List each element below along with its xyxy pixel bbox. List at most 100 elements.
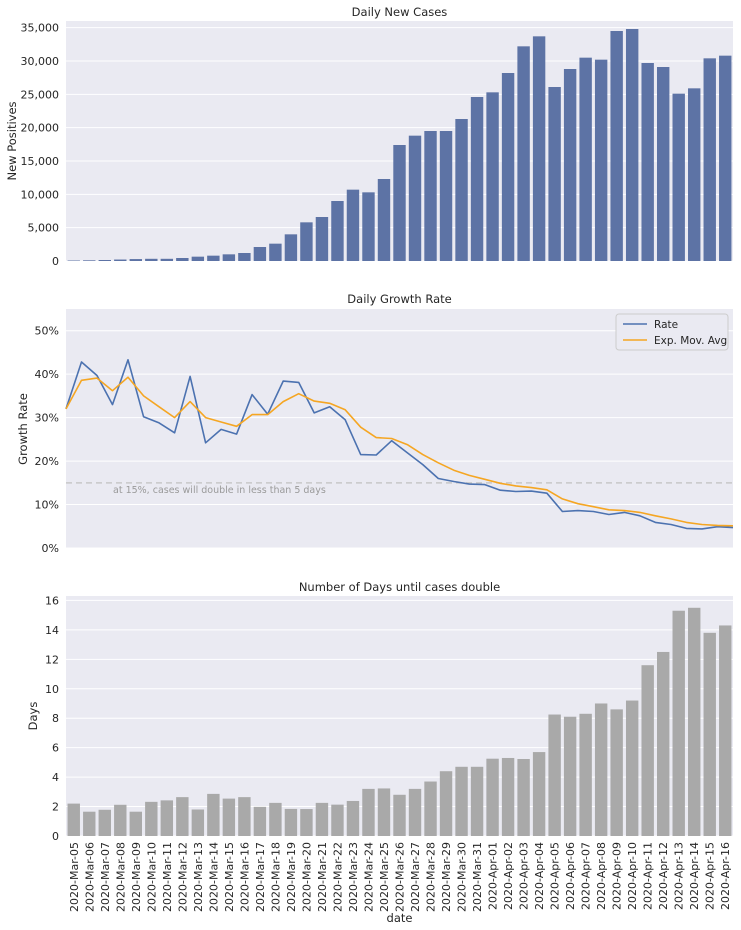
x-tick-label: 2020-Mar-09 — [130, 842, 143, 912]
date-x-ticks: 2020-Mar-05 2020-Mar-06 2020-Mar-07 2020-Ma… — [68, 842, 732, 912]
bar — [98, 260, 111, 261]
bar — [393, 794, 406, 836]
y-tick-label: 20,000 — [21, 122, 60, 135]
x-tick-label: 2020-Apr-01 — [487, 842, 500, 910]
bar — [532, 36, 546, 262]
legend-box — [615, 313, 729, 351]
bar — [284, 808, 298, 836]
new-cases-y-axis-label: New Positives — [5, 101, 19, 180]
bar — [129, 259, 143, 261]
x-tick-label: 2020-Mar-24 — [362, 842, 375, 912]
x-tick-label: 2020-Mar-10 — [145, 842, 158, 912]
legend-label-rate: Rate — [654, 319, 678, 331]
x-tick-label: 2020-Mar-07 — [99, 842, 112, 912]
bar — [703, 58, 716, 262]
new-cases-y-ticks: 0 5,000 10,000 15,000 20,000 25,000 30,000 35,0… — [21, 22, 60, 268]
bar — [563, 716, 577, 836]
x-tick-label: 2020-Apr-16 — [719, 842, 732, 910]
bar — [594, 59, 608, 261]
x-tick-label: 2020-Mar-30 — [456, 842, 469, 912]
y-tick-label: 50% — [35, 325, 59, 338]
legend-label-ema: Exp. Mov. Avg — [654, 335, 727, 347]
x-tick-label: 2020-Mar-17 — [254, 842, 267, 912]
doubling-days-y-axis-label: Days — [26, 702, 40, 731]
bar — [346, 800, 360, 836]
bar — [408, 788, 422, 836]
bar — [548, 714, 561, 836]
x-tick-label: 2020-Apr-02 — [502, 842, 515, 910]
bar — [610, 31, 623, 261]
x-tick-label: 2020-Apr-11 — [642, 842, 655, 910]
x-tick-label: 2020-Mar-06 — [83, 842, 96, 912]
bar — [439, 131, 453, 261]
bar — [331, 201, 344, 261]
bar — [470, 766, 484, 836]
bar — [222, 798, 236, 836]
y-tick-label: 0 — [52, 255, 59, 268]
bar — [269, 243, 282, 261]
y-tick-label: 15,000 — [21, 155, 60, 168]
y-tick-label: 20% — [35, 455, 59, 468]
y-tick-label: 40% — [35, 368, 59, 381]
x-tick-label: 2020-Mar-05 — [68, 842, 81, 912]
x-tick-label: 2020-Apr-15 — [704, 842, 717, 910]
doubling-days-title: Number of Days until cases double — [299, 580, 500, 594]
bar — [253, 247, 267, 261]
bar — [284, 234, 298, 261]
bar — [191, 256, 205, 261]
growth-rate-legend: Rate Exp. Mov. Avg — [615, 313, 729, 351]
y-tick-label: 30,000 — [21, 55, 60, 68]
doubling-days-y-ticks: 0 2 4 6 8 10 12 14 16 — [45, 594, 59, 843]
bar — [300, 809, 313, 836]
bar — [408, 135, 422, 261]
bar — [470, 97, 484, 261]
bar — [160, 800, 174, 836]
bar — [377, 788, 391, 836]
bar — [207, 793, 220, 836]
x-tick-label: 2020-Mar-19 — [285, 842, 298, 912]
y-tick-label: 10,000 — [21, 188, 60, 201]
x-tick-label: 2020-Apr-07 — [580, 842, 593, 910]
x-tick-label: 2020-Mar-08 — [114, 842, 127, 912]
x-tick-label: 2020-Mar-14 — [207, 842, 220, 912]
x-tick-label: 2020-Mar-13 — [192, 842, 205, 912]
y-tick-label: 10 — [45, 683, 59, 696]
new-cases-panel: 0 5,000 10,000 15,000 20,000 25,000 30,000 35,0… — [5, 5, 733, 268]
y-tick-label: 6 — [52, 742, 59, 755]
bar — [362, 192, 375, 261]
bar — [191, 809, 205, 836]
y-tick-label: 4 — [52, 771, 59, 784]
bar — [517, 46, 530, 262]
x-tick-label: 2020-Mar-31 — [471, 842, 484, 912]
bar — [300, 222, 313, 261]
x-tick-label: 2020-Apr-09 — [611, 842, 624, 910]
y-tick-label: 8 — [52, 712, 59, 725]
x-tick-label: 2020-Mar-11 — [161, 842, 174, 912]
x-tick-label: 2020-Mar-18 — [269, 842, 282, 912]
bar — [641, 63, 654, 261]
x-tick-label: 2020-Apr-12 — [657, 842, 670, 910]
bar — [222, 254, 236, 261]
growth-rate-lines — [65, 358, 734, 530]
bar — [532, 752, 546, 836]
y-tick-label: 0 — [52, 830, 59, 843]
doubling-threshold-annotation: at 15%, cases will double in less than 5… — [113, 485, 326, 496]
bar — [129, 811, 143, 836]
new-cases-bars — [67, 29, 732, 262]
bar — [253, 806, 267, 836]
x-tick-label: 2020-Apr-13 — [673, 842, 686, 910]
x-tick-label: 2020-Apr-08 — [595, 842, 608, 910]
x-tick-label: 2020-Mar-29 — [440, 842, 453, 912]
bar — [672, 93, 685, 262]
bar — [688, 88, 701, 261]
bar — [672, 610, 685, 836]
x-tick-label: 2020-Mar-23 — [347, 842, 360, 912]
y-tick-label: 30% — [35, 412, 59, 425]
bar — [486, 92, 499, 261]
y-tick-label: 14 — [45, 624, 59, 637]
bar — [563, 69, 577, 261]
bar — [377, 179, 391, 261]
bar — [315, 802, 329, 836]
